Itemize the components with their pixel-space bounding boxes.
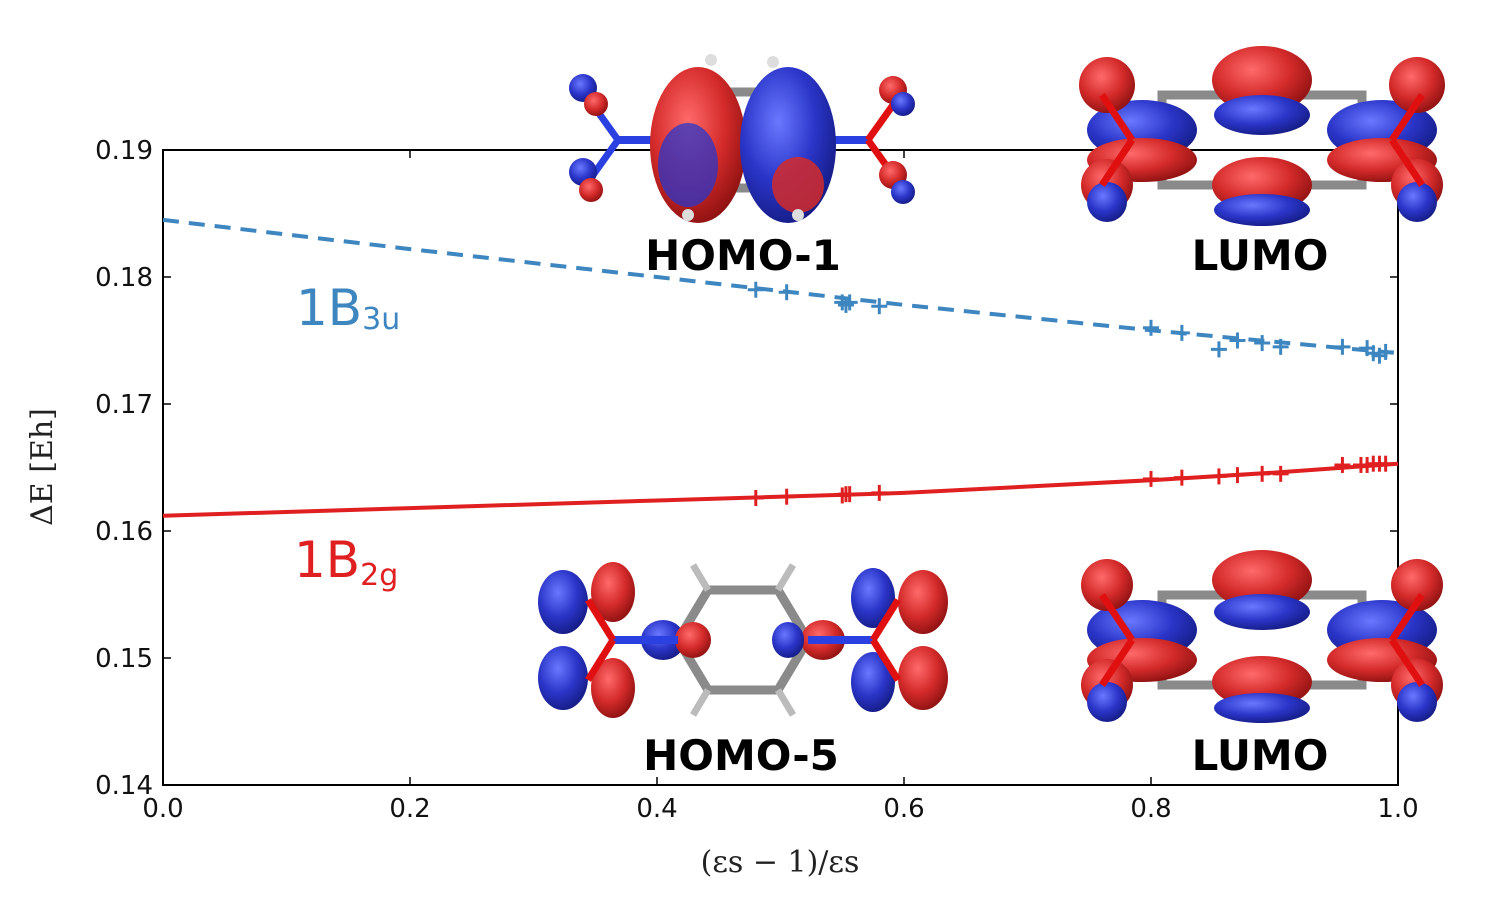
series-label-1b2g: 1B2g — [294, 531, 398, 593]
orbital-label-lumo-top: LUMO — [1192, 231, 1329, 280]
x-tick-label: 0.2 — [389, 794, 430, 824]
data-point-1b2g — [1272, 465, 1289, 482]
orbital-label-homo-1: HOMO-1 — [645, 231, 841, 280]
x-tick-label: 0.6 — [883, 794, 924, 824]
data-point-1b2g — [871, 484, 888, 501]
data-point-1b2g — [1377, 455, 1394, 472]
data-point-1b3u — [837, 296, 854, 313]
data-point-1b3u — [1229, 332, 1246, 349]
data-point-1b2g — [1210, 468, 1227, 485]
y-axis-label: ΔE [Eh] — [25, 408, 60, 526]
data-point-1b3u — [778, 284, 795, 301]
x-axis-label: (εs − 1)/εs — [701, 845, 860, 880]
data-point-1b3u — [871, 298, 888, 315]
series-line-1b2g — [162, 461, 1399, 518]
data-point-1b2g — [1143, 470, 1159, 487]
data-point-1b3u — [1143, 319, 1159, 336]
y-tick-label: 0.14 — [95, 771, 153, 801]
x-tick-label: 0.4 — [636, 794, 677, 824]
data-point-1b3u — [1254, 335, 1271, 352]
series-layer — [162, 217, 1399, 518]
data-point-1b2g — [841, 486, 858, 503]
data-point-1b2g — [1173, 469, 1190, 486]
orbital-image-homo-1 — [569, 54, 915, 223]
x-tick-label: 1.0 — [1377, 794, 1418, 824]
orbital-image-lumo-bottom — [1081, 550, 1443, 723]
data-point-1b3u — [1173, 324, 1190, 341]
y-tick-label: 0.16 — [95, 517, 153, 547]
orbital-image-homo-5 — [538, 562, 948, 718]
data-point-1b3u — [747, 281, 764, 298]
y-tick-label: 0.19 — [95, 136, 153, 166]
data-point-1b3u — [1272, 338, 1289, 355]
data-point-1b2g — [1254, 465, 1271, 482]
y-tick-label: 0.17 — [95, 390, 153, 420]
data-point-1b3u — [1334, 338, 1351, 355]
series-line-1b3u — [162, 217, 1399, 356]
orbital-label-homo-5: HOMO-5 — [643, 731, 839, 780]
data-point-1b2g — [1334, 456, 1351, 473]
data-point-1b2g — [747, 489, 764, 506]
x-tick-label: 0.8 — [1130, 794, 1171, 824]
y-tick-label: 0.15 — [95, 644, 153, 674]
data-point-1b3u — [1210, 341, 1227, 358]
y-tick-label: 0.18 — [95, 263, 153, 293]
orbital-image-lumo-top — [1079, 46, 1445, 226]
data-point-1b2g — [778, 488, 795, 505]
y-axis-ticks: 0.19 0.18 0.17 0.16 0.15 0.14 — [95, 136, 1398, 801]
x-tick-label: 0.0 — [142, 794, 183, 824]
data-point-1b3u — [841, 294, 858, 311]
data-point-1b2g — [1229, 467, 1246, 484]
orbital-label-lumo-bottom: LUMO — [1192, 731, 1329, 780]
data-point-1b3u — [1377, 343, 1394, 360]
series-label-1b3u: 1B3u — [296, 279, 400, 337]
